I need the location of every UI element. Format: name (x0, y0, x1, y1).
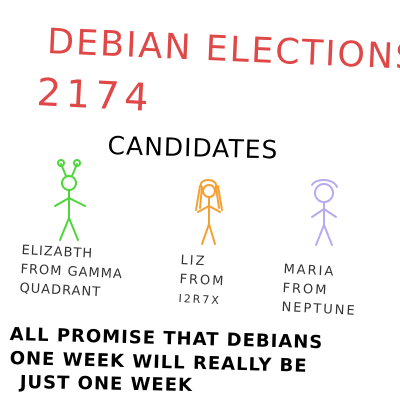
hair-top (199, 179, 217, 187)
promise-line-3: JUST ONE WEEK (19, 372, 194, 397)
candidate-label-line: I2R7X (178, 291, 222, 308)
hair-strand-1 (195, 185, 201, 211)
hair-strand-4 (217, 185, 223, 211)
candidate-label-line: FROM (179, 271, 226, 290)
figure-head (202, 184, 216, 198)
candidate-label-elizabth: ELIZABTH FROM GAMMA QUADRANT (19, 241, 124, 303)
figure-arm-right (323, 208, 337, 218)
alien-arm-right (68, 197, 86, 207)
alien-head (61, 175, 77, 191)
green-alien-figure (54, 159, 86, 241)
candidate-label-line: LIZ (180, 252, 207, 270)
orange-haired-figure (195, 179, 223, 245)
alien-leg-left (59, 217, 70, 241)
hair-top (311, 179, 338, 188)
candidate-label-line: NEPTUNE (281, 299, 357, 319)
alien-leg-right (68, 217, 79, 241)
candidates-heading: CANDIDATES (107, 131, 279, 165)
purple-figure (311, 179, 338, 246)
alien-antenna-tip-left (57, 159, 65, 167)
figure-arm-left (311, 208, 325, 218)
hair-strand-2 (199, 186, 203, 209)
candidate-label-liz: LIZ FROM I2R7X (178, 251, 227, 310)
alien-antenna-tip-right (73, 159, 81, 167)
title-line-1: DEBIAN ELECTIONS (46, 22, 400, 79)
figure-leg-right (208, 223, 216, 245)
title-line-2: 2174 (35, 70, 155, 121)
hair-strand-3 (215, 186, 220, 209)
figure-head (314, 183, 334, 203)
alien-arm-left (54, 197, 70, 207)
figure-leg-left (315, 224, 325, 246)
figure-arm-right (208, 205, 221, 213)
candidate-label-maria: MARIA FROM NEPTUNE (281, 260, 359, 321)
figure-leg-right (323, 224, 333, 246)
figure-arm-left (197, 205, 210, 213)
figure-leg-left (201, 223, 210, 245)
